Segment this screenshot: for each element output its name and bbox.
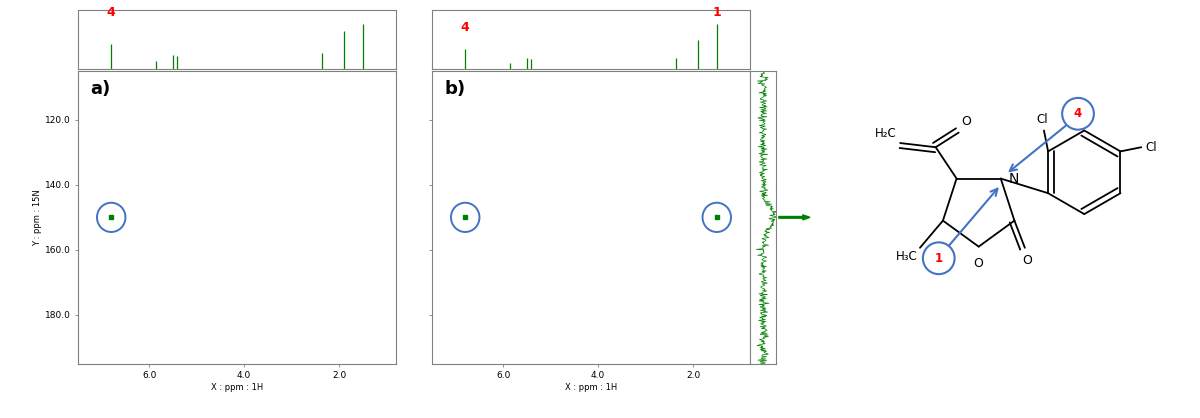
Text: N: N xyxy=(1008,171,1019,186)
Text: O: O xyxy=(961,115,971,128)
Text: H₃C: H₃C xyxy=(896,250,918,263)
Text: O: O xyxy=(1022,254,1032,267)
Text: 4: 4 xyxy=(1074,107,1082,120)
Text: Cl: Cl xyxy=(1036,113,1048,126)
X-axis label: X : ppm : 1H: X : ppm : 1H xyxy=(211,383,263,392)
Text: b): b) xyxy=(445,80,466,98)
X-axis label: X : ppm : 1H: X : ppm : 1H xyxy=(565,383,617,392)
Text: a): a) xyxy=(91,80,110,98)
Text: 4: 4 xyxy=(107,5,115,18)
Y-axis label: Y : ppm : 15N: Y : ppm : 15N xyxy=(32,189,42,246)
Text: H₂C: H₂C xyxy=(875,127,896,140)
Text: O: O xyxy=(973,257,984,270)
Text: Cl: Cl xyxy=(1146,141,1157,154)
Text: 4: 4 xyxy=(461,21,469,34)
Text: 1: 1 xyxy=(935,252,943,265)
Text: 1: 1 xyxy=(713,5,721,18)
